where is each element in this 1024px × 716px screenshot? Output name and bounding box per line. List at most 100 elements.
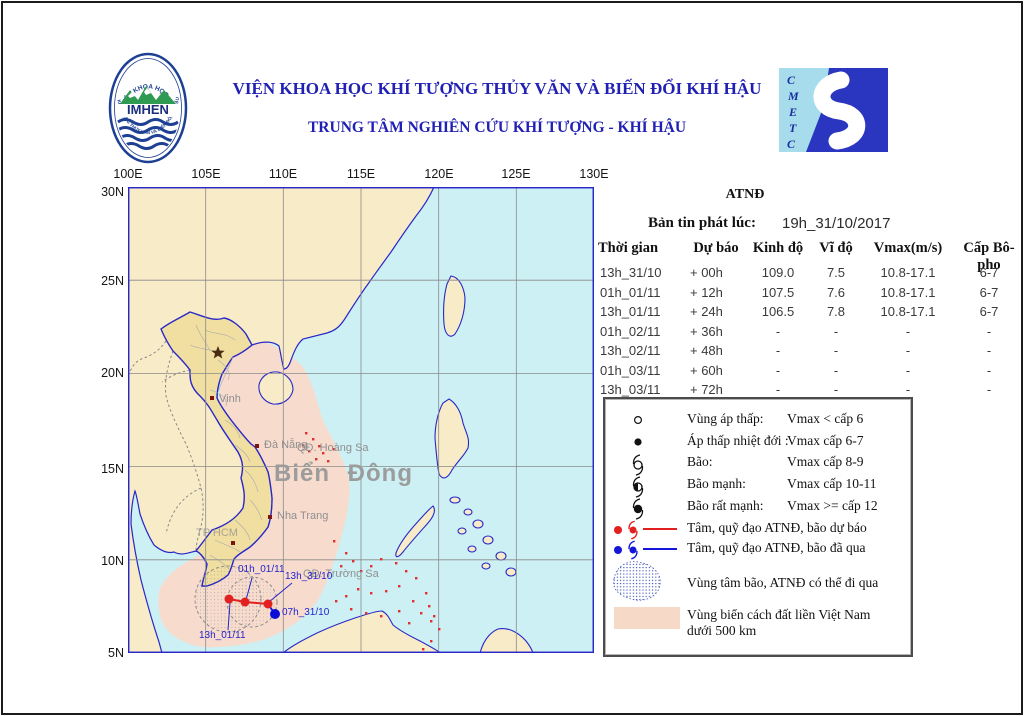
table-cell: 13h_03/11 (600, 382, 661, 398)
table-row: 01h_01/11 + 12h 107.5 7.6 10.8-17.1 6-7 (596, 283, 1024, 303)
table-cell: + 12h (690, 284, 723, 300)
table-row: 13h_01/11 + 24h 106.5 7.8 10.8-17.1 6-7 (596, 302, 1024, 322)
table-row: 13h_03/11 + 72h - - - - (596, 380, 1024, 400)
table-cell: 107.5 (761, 284, 795, 300)
col-header: Thời gian (598, 240, 659, 256)
legend-value: Vmax >= cấp 12 (787, 498, 878, 513)
lon-tick: 130E (579, 167, 609, 181)
legend-label: Bão mạnh: (687, 476, 746, 491)
table-cell: 13h_01/11 (600, 304, 661, 320)
lat-tick: 5N (108, 646, 124, 660)
blue-cyclone-icon (626, 540, 640, 565)
label-hoang-sa: QĐ. Hoàng Sa (297, 442, 369, 454)
table-cell: 01h_01/11 (600, 284, 661, 300)
table-cell: - (775, 382, 781, 398)
vietnam (160, 311, 273, 587)
legend-item: Bão: Vmax cấp 8-9 (605, 454, 905, 476)
storm-track (224, 577, 293, 631)
low-pressure-icon (605, 411, 671, 427)
legend-cone: Vùng tâm bão, ATNĐ có thể đi qua (605, 557, 905, 605)
table-cell: - (986, 362, 992, 378)
forecast-12h-dot (240, 597, 250, 607)
lon-tick: 120E (424, 167, 454, 181)
legend-past-track: Tâm, quỹ đạo ATNĐ, bão đã qua (605, 540, 905, 560)
table-cell: 7.5 (826, 265, 846, 281)
legend-label: Bão: (687, 454, 713, 469)
table-cell: - (833, 323, 839, 339)
table-cell: + 00h (690, 265, 723, 281)
lat-tick: 15N (101, 462, 124, 476)
legend-value: Vmax < cấp 6 (787, 411, 864, 426)
very-strong-storm-icon (605, 498, 671, 520)
past-position-dot (270, 609, 280, 619)
table-cell: 13h_31/10 (600, 265, 662, 281)
table-cell: - (905, 323, 911, 339)
tropical-depression-icon (605, 433, 671, 449)
track-time-label: 13h_01/11 (199, 630, 246, 641)
lon-tick: 105E (191, 167, 221, 181)
table-cell: 01h_02/11 (600, 323, 661, 339)
cmetc-letter: C (787, 137, 796, 151)
institute-title: VIỆN KHOA HỌC KHÍ TƯỢNG THỦY VĂN VÀ BIẾN… (232, 79, 762, 98)
lat-tick: 10N (101, 554, 124, 568)
col-header: Cấp Bô-pho (963, 240, 1015, 273)
cmetc-logo: C M E T C (779, 68, 888, 152)
table-row: 01h_02/11 + 36h - - - - (596, 322, 1024, 342)
table-cell: 106.5 (761, 304, 795, 320)
table-cell: - (775, 343, 781, 359)
lat-tick: 30N (101, 185, 124, 199)
legend-item: Bão mạnh: Vmax cấp 10-11 (605, 476, 905, 498)
table-cell: 10.8-17.1 (880, 304, 936, 320)
table-cell: 109.0 (761, 265, 795, 281)
country-borders (129, 340, 204, 552)
table-cell: - (833, 343, 839, 359)
city-label-hcm: TP HCM (196, 527, 238, 539)
legend-label: Vùng biển cách đất liền Việt Nam (687, 607, 871, 622)
island-marks (302, 432, 441, 651)
legend-label: Bão rất mạnh: (687, 498, 764, 513)
table-row: 01h_03/11 + 60h - - - - (596, 361, 1024, 381)
islands (258, 275, 534, 653)
table-cell: - (775, 362, 781, 378)
logo-imhen-text: IMHEN (127, 102, 169, 117)
logo-art (117, 86, 180, 150)
lat-tick: 25N (101, 274, 124, 288)
red-track-line (643, 528, 677, 530)
cmetc-letter: C (787, 73, 796, 87)
track-time-label: 01h_01/11 (238, 564, 285, 575)
table-cell: - (905, 362, 911, 378)
hanoi-star (211, 346, 225, 359)
legend-label: Tâm, quỹ đạo ATNĐ, bão dự báo (687, 520, 867, 535)
table-cell: - (905, 343, 911, 359)
storm-type-title: ATNĐ (725, 187, 765, 202)
cmetc-letter: E (788, 105, 797, 119)
cmetc-letter: T (789, 121, 797, 135)
legend-label: Vùng tâm bão, ATNĐ có thể đi qua (687, 575, 879, 590)
col-header: Dự báo (693, 240, 739, 256)
label-truong-sa: QĐ. Trường Sa (303, 568, 379, 580)
table-cell: - (986, 323, 992, 339)
table-cell: + 24h (690, 304, 723, 320)
table-cell: 10.8-17.1 (880, 265, 936, 281)
strong-storm-icon (605, 476, 671, 498)
table-cell: 6-7 (979, 265, 999, 281)
red-dot-icon (612, 523, 624, 542)
table-cell: - (986, 343, 992, 359)
table-cell: 13h_02/11 (600, 343, 661, 359)
red-cyclone-icon (626, 520, 640, 545)
table-row: 13h_02/11 + 48h - - - - (596, 341, 1024, 361)
imhen-logo: VIỆN KHOA HỌC KHÍ TƯỢNG THỦY VĂN VÀ BIẾN… (108, 52, 188, 164)
table-cell: + 48h (690, 343, 723, 359)
forecast-map (128, 187, 594, 653)
legend-value: Vmax cấp 6-7 (787, 433, 864, 448)
table-cell: - (833, 362, 839, 378)
map-frame (128, 187, 594, 653)
storm-icon (605, 454, 671, 476)
cone-blob-icon (610, 557, 674, 610)
table-row: 13h_31/10 + 00h 109.0 7.5 10.8-17.1 6-7 (596, 263, 1024, 283)
lon-tick: 125E (501, 167, 531, 181)
table-cell: + 36h (690, 323, 723, 339)
track-time-label: 07h_31/10 (282, 607, 330, 618)
city-label-vinh: Vinh (219, 393, 241, 405)
